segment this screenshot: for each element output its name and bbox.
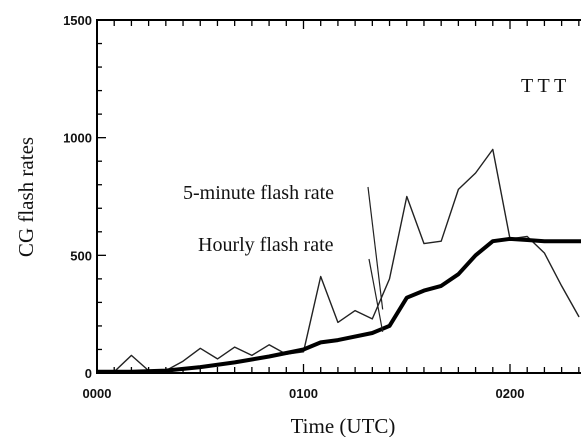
annotation-pointers bbox=[367, 186, 384, 332]
y-axis-title: CG flash rates bbox=[14, 137, 38, 257]
y-tick-label: 500 bbox=[70, 248, 92, 263]
pointer-5-minute-flash-rate bbox=[367, 186, 384, 310]
annotation-5-minute-flash-rate: 5-minute flash rate bbox=[183, 182, 334, 204]
pointer-hourly-flash-rate bbox=[368, 258, 384, 332]
series-line-hourly-flash-rate bbox=[97, 236, 581, 373]
x-tick-label: 0200 bbox=[496, 386, 525, 401]
series-layer bbox=[97, 148, 581, 373]
y-tick-label: 0 bbox=[85, 366, 92, 381]
x-tick-label: 0000 bbox=[83, 386, 112, 401]
plot-frame bbox=[96, 19, 581, 374]
x-axis-title: Time (UTC) bbox=[291, 414, 396, 437]
series-line-5-minute-flash-rate bbox=[97, 148, 580, 373]
tick-labels: 0000 0100 0200 0 500 1000 1500 bbox=[63, 13, 524, 401]
annotation-hourly-flash-rate: Hourly flash rate bbox=[198, 234, 334, 256]
x-tick-label: 0100 bbox=[289, 386, 318, 401]
annotation-ttt: T T T bbox=[521, 75, 566, 97]
y-tick-label: 1500 bbox=[63, 13, 92, 28]
y-tick-label: 1000 bbox=[63, 131, 92, 146]
